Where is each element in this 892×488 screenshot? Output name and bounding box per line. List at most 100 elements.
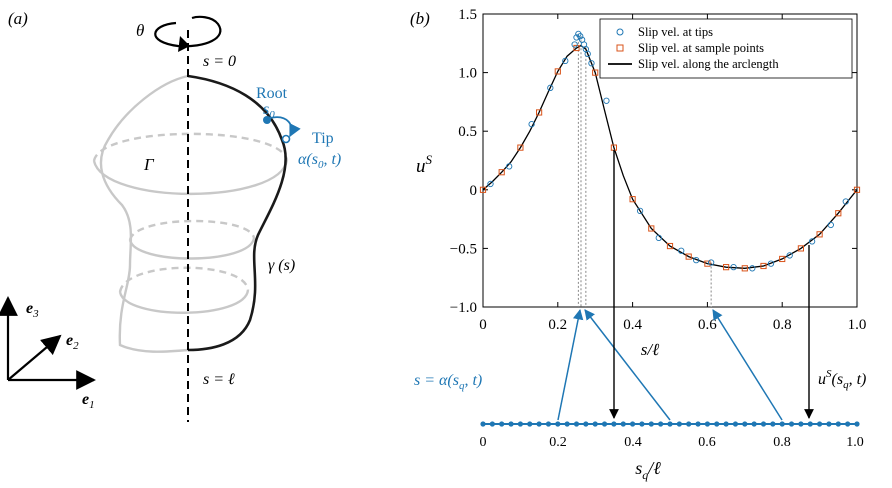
lower-ring-back	[118, 266, 250, 293]
tip-point	[487, 180, 494, 188]
x-tick-label: 0.6	[698, 317, 717, 333]
tip-point	[571, 41, 578, 48]
map-arrow-0.2	[557, 308, 584, 421]
upper-ring-back	[92, 132, 289, 162]
sample-point	[573, 44, 580, 52]
y-tick-label: 1.5	[458, 7, 477, 23]
sq-dot	[630, 421, 636, 427]
sq-dot	[723, 421, 729, 427]
sq-dot	[835, 421, 841, 427]
sample-point	[779, 255, 786, 263]
legend-entry-samples: Slip vel. at sample points	[638, 41, 764, 55]
sample-point	[629, 196, 636, 203]
sq-dot	[648, 421, 654, 427]
tip-point	[636, 207, 644, 215]
lower-ring-front	[118, 289, 250, 314]
sq-dot	[545, 421, 552, 427]
sq-dot	[620, 421, 626, 427]
sq-dot	[854, 421, 860, 427]
velocity-arrows	[609, 150, 814, 419]
tip-point	[827, 221, 834, 229]
middle-ring-back	[128, 219, 256, 241]
y-tick-label: −0.5	[450, 241, 477, 257]
sq-axis: 0 0.2 0.4 0.6 0.8 1.0 sq/ℓ	[480, 421, 864, 482]
panel-a-label: (a)	[8, 9, 28, 28]
series-tip-points	[487, 30, 849, 272]
y-axis-ticks: −1.0 −0.5 0 0.5 1.0 1.5	[450, 7, 857, 316]
sq-dot	[658, 421, 664, 427]
tip-point	[588, 60, 595, 67]
tip-label: Tip	[312, 130, 334, 147]
sq-dot	[704, 421, 711, 427]
tip-point	[547, 84, 554, 91]
sq-dot	[508, 421, 514, 427]
x-axis-label: s/ℓ	[641, 340, 659, 359]
y-axis-label: uS	[416, 152, 433, 177]
rotation-arrowhead	[178, 36, 190, 52]
e3-label: e3	[26, 300, 39, 320]
sq-sample-dots	[480, 421, 860, 427]
sq-dot	[807, 421, 813, 427]
tip-point	[528, 121, 535, 128]
y-tick-label: −1.0	[450, 300, 477, 316]
gamma-surface-label: Γ	[143, 155, 155, 174]
tip-point	[786, 252, 793, 259]
sq-dot	[489, 421, 495, 427]
tip-expression: α(s0, t)	[298, 151, 341, 171]
sample-point	[554, 68, 561, 75]
tip-point	[693, 256, 700, 264]
slip-velocity-chart: −1.0 −0.5 0 0.5 1.0 1.5 0 0.2 0.4 0.6 0.8 1.0 uS s…	[416, 7, 866, 359]
sq-dot	[536, 421, 542, 427]
sq-tick-0.8: 0.8	[773, 435, 791, 450]
sample-point	[704, 260, 711, 267]
x-axis-ticks: 0 0.2 0.4 0.6 0.8 1.0	[479, 14, 866, 333]
velocity-annotation: uS(sq, t)	[818, 368, 866, 391]
sq-dot	[667, 421, 673, 427]
legend-entry-line: Slip vel. along the arclength	[638, 57, 779, 71]
sample-point	[835, 210, 842, 217]
curve-label: γ (s)	[268, 257, 295, 274]
map-arrow-0.5	[584, 309, 671, 421]
s0-label: s0	[263, 101, 275, 121]
x-tick-label: 0.8	[773, 317, 792, 333]
basis-vectors: e3 e2 e1	[0, 296, 96, 411]
sq-dot	[601, 421, 608, 427]
sq-dot	[527, 421, 533, 427]
y-tick-label: 1.0	[458, 66, 477, 82]
sq-dot	[480, 421, 486, 427]
sq-dot	[817, 421, 823, 427]
sq-tick-0.6: 0.6	[698, 435, 716, 450]
sq-dot	[788, 421, 795, 427]
sq-dot	[695, 421, 701, 427]
sq-dot	[499, 421, 505, 427]
sample-point	[592, 69, 599, 76]
sq-dot	[714, 421, 720, 427]
y-tick-label: 0.5	[458, 124, 477, 140]
sq-dot	[751, 421, 757, 427]
root-to-tip-arrow	[269, 116, 301, 138]
sample-point	[797, 245, 804, 252]
x-tick-label: 0	[479, 317, 487, 333]
sq-tick-0.4: 0.4	[624, 435, 642, 450]
body-outline	[92, 74, 289, 353]
sq-dot	[798, 421, 804, 427]
sample-point	[536, 109, 543, 116]
tip-point	[584, 50, 591, 57]
tip-point	[577, 33, 584, 40]
sample-point	[498, 169, 505, 176]
sample-point	[666, 242, 674, 250]
sq-tick-0: 0	[480, 435, 487, 450]
sq-dot	[639, 421, 645, 427]
sq-tick-1.0: 1.0	[846, 435, 864, 450]
tip-point	[281, 134, 291, 144]
alpha-annotation: s = α(sq, t)	[414, 372, 482, 392]
sample-point	[723, 264, 730, 271]
legend-box	[599, 18, 853, 79]
root-point	[263, 116, 271, 124]
alpha-mapping-arrows	[557, 308, 783, 421]
tip-point	[506, 163, 513, 170]
x-tick-label: 0.4	[623, 317, 642, 333]
s-ell-label: s = ℓ	[203, 371, 235, 388]
x-tick-label: 0.2	[548, 317, 567, 333]
plot-frame	[482, 13, 858, 308]
